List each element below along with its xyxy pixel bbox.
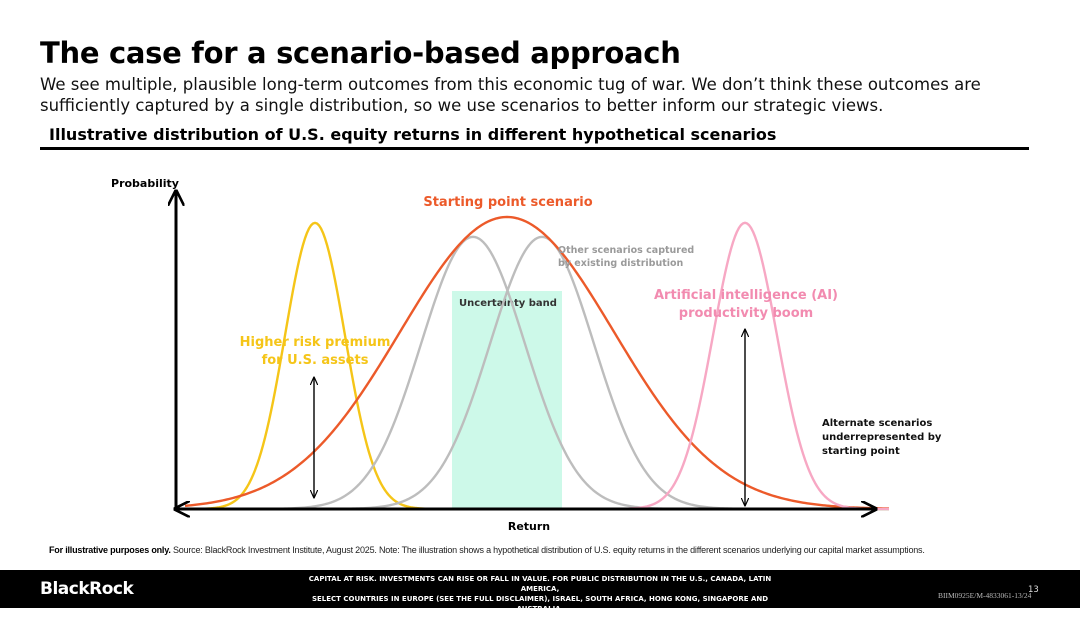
footnote: For illustrative purposes only. Source: … (49, 545, 925, 555)
page-title: The case for a scenario-based approach (40, 36, 681, 70)
other-scenarios-label-line1: Other scenarios captured (558, 245, 694, 256)
footer-bar: BlackRock CAPITAL AT RISK. INVESTMENTS C… (0, 570, 1080, 623)
alternate-scenarios-label-line2: underrepresented by (822, 432, 942, 443)
higher-risk-label-line2: for U.S. assets (262, 353, 369, 368)
footer-disclaimer: CAPITAL AT RISK. INVESTMENTS CAN RISE OR… (290, 574, 790, 624)
alternate-scenarios-label-line3: starting point (822, 446, 900, 457)
curve-starting-point-scenario-3 (184, 215, 890, 510)
alternate-scenarios-label-line1: Alternate scenarios (822, 418, 932, 429)
uncertainty-band (452, 291, 562, 509)
footnote-text: Source: BlackRock Investment Institute, … (170, 545, 925, 555)
heading-rule (40, 147, 1029, 150)
disclaimer-line-3: FOR INSTITUTIONAL, PROFESSIONAL, AND QUA… (314, 615, 766, 623)
page-number: 13 (1028, 585, 1039, 595)
x-axis-label: Return (508, 520, 550, 533)
disclaimer-line-1: CAPITAL AT RISK. INVESTMENTS CAN RISE OR… (308, 575, 772, 593)
ai-label-line2: productivity boom (679, 306, 813, 321)
other-scenarios-label-line2: by existing distribution (558, 258, 684, 269)
blackrock-logo: BlackRock (40, 579, 134, 599)
footnote-bold: For illustrative purposes only. (49, 545, 171, 555)
higher-risk-label-line1: Higher risk premium (240, 335, 391, 350)
chart-heading: Illustrative distribution of U.S. equity… (49, 125, 777, 144)
page-subtitle: We see multiple, plausible long-term out… (40, 75, 981, 115)
y-axis-label: Probability (111, 177, 179, 190)
ai-label-line1: Artificial intelligence (AI) (654, 288, 838, 303)
disclaimer-line-2: SELECT COUNTRIES IN EUROPE (SEE THE FULL… (311, 595, 769, 613)
starting-point-label: Starting point scenario (423, 195, 592, 210)
distribution-chart: Uncertainty band Probability Return Star… (111, 177, 942, 533)
uncertainty-band-label: Uncertainty band (459, 298, 557, 309)
document-code: BIIM0925E/M-4833061-13/24 (938, 591, 1032, 600)
